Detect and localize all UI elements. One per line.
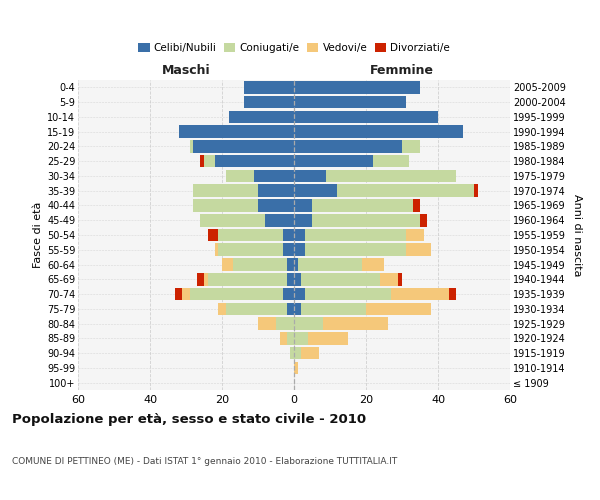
Bar [308, 332, 348, 344]
Bar [301, 347, 319, 360]
Bar [193, 199, 258, 212]
Text: Femmine: Femmine [370, 64, 434, 77]
Bar [179, 126, 294, 138]
Bar [294, 214, 312, 226]
Bar [398, 273, 402, 285]
Bar [190, 288, 283, 300]
Bar [200, 214, 265, 226]
Bar [337, 184, 474, 197]
Bar [215, 155, 294, 168]
Bar [265, 214, 294, 226]
Bar [402, 140, 420, 152]
Bar [244, 81, 294, 94]
Bar [294, 244, 305, 256]
Bar [233, 258, 287, 271]
Bar [294, 199, 312, 212]
Bar [406, 244, 431, 256]
Bar [366, 302, 431, 315]
Bar [197, 273, 204, 285]
Bar [294, 110, 438, 123]
Bar [305, 288, 391, 300]
Bar [294, 332, 308, 344]
Bar [413, 199, 420, 212]
Bar [208, 228, 218, 241]
Bar [287, 302, 294, 315]
Bar [326, 170, 456, 182]
Bar [218, 228, 283, 241]
Bar [208, 273, 287, 285]
Bar [294, 273, 301, 285]
Bar [362, 258, 384, 271]
Bar [287, 258, 294, 271]
Bar [193, 140, 294, 152]
Bar [294, 318, 323, 330]
Bar [276, 318, 294, 330]
Bar [449, 288, 456, 300]
Bar [305, 244, 406, 256]
Bar [215, 244, 218, 256]
Bar [229, 110, 294, 123]
Bar [294, 258, 298, 271]
Bar [391, 288, 449, 300]
Bar [218, 244, 283, 256]
Bar [190, 140, 193, 152]
Bar [280, 332, 287, 344]
Bar [294, 81, 420, 94]
Text: COMUNE DI PETTINEO (ME) - Dati ISTAT 1° gennaio 2010 - Elaborazione TUTTITALIA.I: COMUNE DI PETTINEO (ME) - Dati ISTAT 1° … [12, 458, 397, 466]
Bar [294, 347, 301, 360]
Bar [204, 155, 215, 168]
Bar [312, 214, 420, 226]
Bar [420, 214, 427, 226]
Bar [283, 288, 294, 300]
Bar [294, 184, 337, 197]
Bar [204, 273, 208, 285]
Bar [305, 228, 406, 241]
Bar [244, 96, 294, 108]
Bar [323, 318, 388, 330]
Bar [218, 302, 226, 315]
Bar [380, 273, 398, 285]
Bar [294, 96, 406, 108]
Bar [193, 184, 258, 197]
Bar [283, 244, 294, 256]
Bar [175, 288, 182, 300]
Bar [294, 140, 402, 152]
Bar [294, 126, 463, 138]
Bar [474, 184, 478, 197]
Bar [301, 273, 380, 285]
Bar [294, 228, 305, 241]
Bar [290, 347, 294, 360]
Bar [258, 199, 294, 212]
Bar [258, 318, 276, 330]
Bar [373, 155, 409, 168]
Bar [226, 302, 287, 315]
Bar [294, 155, 373, 168]
Y-axis label: Fasce di età: Fasce di età [32, 202, 43, 268]
Bar [298, 258, 362, 271]
Bar [222, 258, 233, 271]
Bar [283, 228, 294, 241]
Bar [294, 288, 305, 300]
Legend: Celibi/Nubili, Coniugati/e, Vedovi/e, Divorziati/e: Celibi/Nubili, Coniugati/e, Vedovi/e, Di… [134, 38, 454, 58]
Text: Maschi: Maschi [161, 64, 211, 77]
Bar [182, 288, 190, 300]
Bar [294, 170, 326, 182]
Bar [200, 155, 204, 168]
Bar [294, 302, 301, 315]
Text: Popolazione per età, sesso e stato civile - 2010: Popolazione per età, sesso e stato civil… [12, 412, 366, 426]
Bar [301, 302, 366, 315]
Bar [312, 199, 413, 212]
Bar [254, 170, 294, 182]
Bar [287, 332, 294, 344]
Bar [287, 273, 294, 285]
Bar [226, 170, 254, 182]
Bar [258, 184, 294, 197]
Y-axis label: Anni di nascita: Anni di nascita [572, 194, 583, 276]
Bar [406, 228, 424, 241]
Bar [294, 362, 298, 374]
